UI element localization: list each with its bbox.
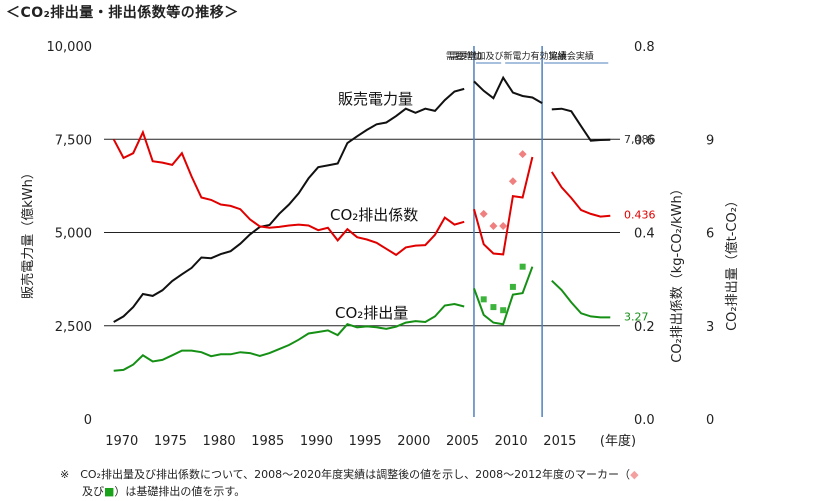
x-axis-tick: 2010 [495,434,528,449]
diamond-marker [489,221,498,230]
page-title: ＜CO₂排出量・排出係数等の推移＞ [6,5,239,21]
square-marker [519,263,526,270]
x-axis-tick: 1975 [154,434,187,449]
left-axis-tick: 10,000 [47,40,93,55]
right-axis2-tick: 0 [706,413,714,428]
left-axis-tick: 7,500 [55,133,92,148]
diamond-marker [499,221,508,230]
left-axis-tick: 5,000 [55,227,92,242]
diamond-marker [508,177,517,186]
x-axis-tick: 1995 [349,434,382,449]
period-label: 協議会実績 [549,50,594,62]
square-marker-icon: ■ [104,485,115,498]
square-marker [480,296,487,303]
right-axis2-tick: 6 [706,227,714,242]
x-axis-tick: 2015 [543,434,576,449]
right-axis2-tick: 3 [706,320,714,335]
series-end-value: 3.27 [624,310,649,323]
right-axis1-label: CO₂排出係数（kg-CO₂/kWh） [670,182,685,363]
x-axis-tick: 1970 [105,434,138,449]
square-marker [490,304,497,311]
series-line [473,75,543,104]
footnote: ※ CO₂排出量及び排出係数について、2008～2020年度実績は調整後の値を示… [60,466,639,500]
x-axis-tick: 1990 [300,434,333,449]
series-end-value: 0.436 [624,209,656,222]
right-axis1-tick: 0.8 [634,40,655,55]
series-label-coef: CO₂排出係数 [330,206,418,224]
series-line [112,129,465,257]
series-line [550,171,611,218]
right-axis1-tick: 0.6 [634,133,655,148]
period-label: 需要増加 [446,50,482,62]
right-axis1-tick: 0.2 [634,320,655,335]
footnote-line1: ※ CO₂排出量及び排出係数について、2008～2020年度実績は調整後の値を示… [60,468,631,481]
series-label-emission: CO₂排出量 [335,304,408,322]
x-axis-tick: 1980 [203,434,236,449]
series-line [113,87,465,323]
right-axis1-tick: 0.4 [634,227,655,242]
footnote-line2-b: ）は基礎排出の値を示す。 [114,485,246,498]
square-marker [509,283,516,290]
series-end-value: 7,486 [624,133,656,146]
right-axis1-tick: 0.0 [634,413,655,428]
left-axis-tick: 2,500 [55,320,92,335]
series-lines [112,75,611,372]
series-line [113,302,465,372]
x-axis-tick: 2000 [397,434,430,449]
left-axis-tick: 0 [84,413,92,428]
x-axis-tick: 1985 [251,434,284,449]
diamond-marker [518,150,527,159]
chart-labels: 7,486 0.436 3.27 販売電力量 CO₂排出係数 CO₂排出量 [330,90,656,323]
period-label: 需要増加及び新電力有効実績 [450,50,567,62]
x-axis-tick: 2005 [446,434,479,449]
right-axis2-tick: 9 [706,133,714,148]
diamond-marker-icon: ◆ [630,468,639,481]
series-line [473,156,534,256]
right-axis2-label: CO₂排出量（億t-CO₂） [724,194,740,331]
series-line [551,279,611,319]
footnote-line2-a: 及び [82,485,104,498]
base-emission-markers [479,150,527,314]
series-label-sales: 販売電力量 [338,90,413,108]
series-line [551,107,611,142]
axes: 0 2,500 5,000 7,500 10,000 販売電力量（億kWh） 0.0 0.2 0… [20,40,740,449]
left-axis-label: 販売電力量（億kWh） [20,166,36,299]
x-axis-unit: (年度) [600,433,636,449]
diamond-marker [479,209,488,218]
square-marker [500,307,507,314]
gridlines [104,138,620,327]
series-line [473,266,534,326]
